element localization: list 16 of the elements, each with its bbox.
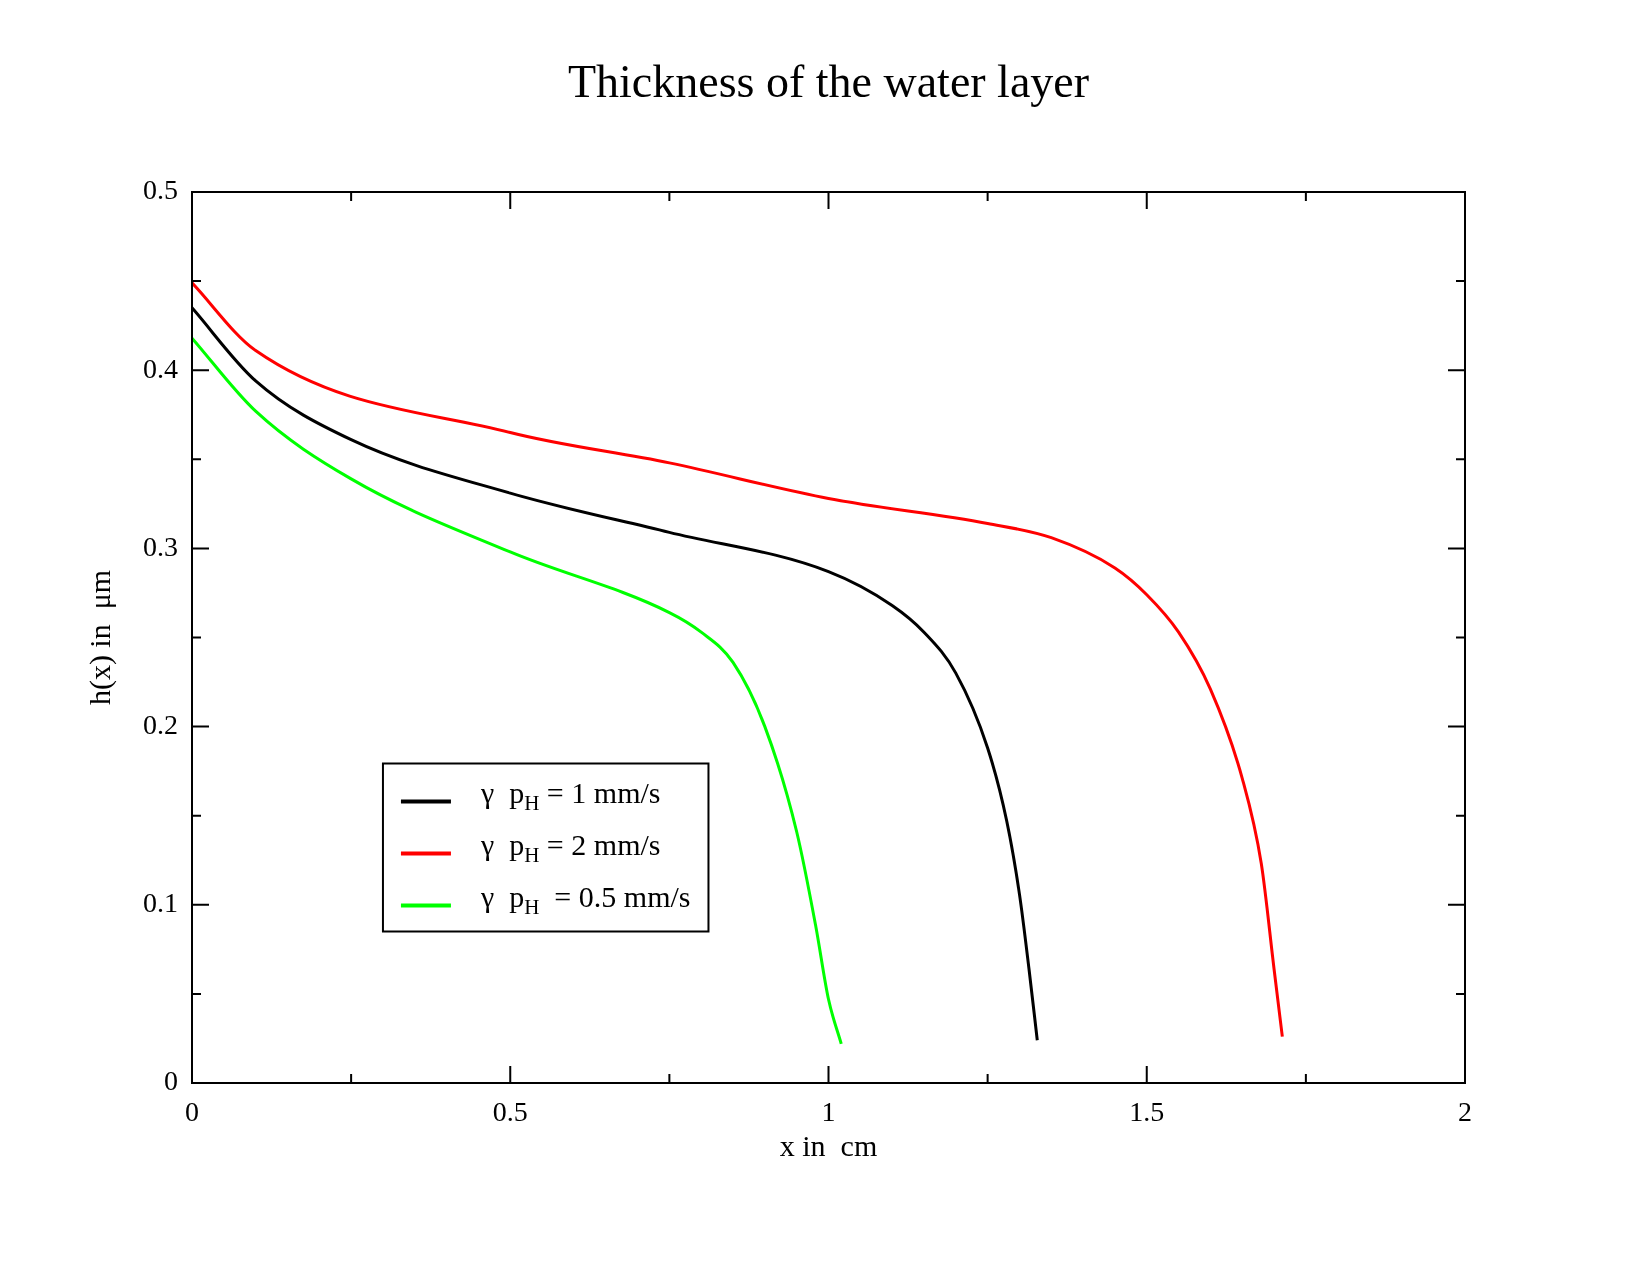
y-tick-label: 0.2 (143, 708, 178, 740)
y-tick-label: 0.1 (143, 887, 178, 919)
y-tick-label: 0.5 (143, 174, 178, 206)
chart-title: Thickness of the water layer (567, 56, 1090, 108)
line-series (192, 336, 843, 1046)
x-tick-label: 1.5 (1129, 1096, 1165, 1128)
y-tick-label: 0.3 (143, 530, 178, 562)
y-tick-label: 0 (164, 1065, 178, 1097)
x-tick-label: 0 (185, 1096, 199, 1128)
line-series (192, 281, 1284, 1039)
x-tick-label: 2 (1458, 1096, 1472, 1128)
y-axis-title: h(x) in μm (82, 569, 117, 706)
x-tick-label: 1 (821, 1096, 836, 1128)
x-axis-title: x in cm (779, 1128, 878, 1162)
y-tick-label: 0.4 (143, 352, 178, 384)
x-tick-label: 0.5 (492, 1096, 528, 1128)
